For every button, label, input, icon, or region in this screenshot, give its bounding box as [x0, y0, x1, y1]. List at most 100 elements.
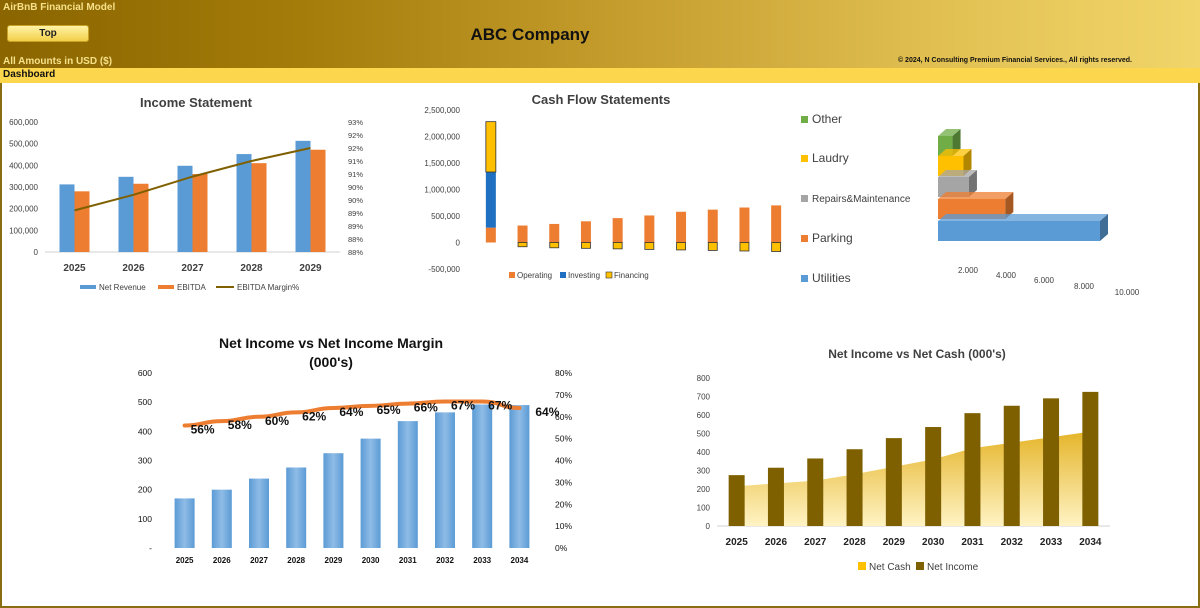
y2-tick-label: 30% — [555, 477, 572, 487]
y2-tick-label: 90% — [348, 183, 363, 192]
bar-ebitda — [74, 191, 90, 252]
x-tick-label: 2031 — [399, 556, 417, 565]
bar-ebitda — [133, 183, 149, 252]
bar-net-income — [846, 449, 863, 526]
chart-subtitle: (000's) — [309, 354, 353, 370]
bar-financing — [485, 121, 497, 173]
y2-tick-label: 20% — [555, 499, 572, 509]
y2-tick-label: 92% — [348, 144, 363, 153]
x-tick-label: 4.000 — [996, 271, 1017, 280]
currency-note: All Amounts in USD ($) — [3, 56, 113, 67]
y-tick-label: -500,000 — [428, 265, 460, 274]
bar-operating — [580, 221, 591, 243]
y-tick-label: 600,000 — [9, 118, 38, 127]
bar-net-income — [807, 458, 824, 526]
bar-net-income — [472, 404, 493, 548]
legend-net-revenue: Net Revenue — [99, 283, 146, 292]
y-tick-label: 500,000 — [9, 140, 38, 149]
margin-data-label: 64% — [535, 405, 559, 419]
y-tick-label: 500,000 — [431, 212, 460, 221]
y-tick-label: 700 — [697, 393, 711, 402]
y-tick-label: 1,000,000 — [424, 186, 460, 195]
bar-3d-top — [938, 192, 1014, 199]
y-tick-label: 1,500,000 — [424, 159, 460, 168]
legend-swatch-investing — [560, 272, 566, 278]
x-tick-label: 2028 — [287, 556, 305, 565]
bar-operating — [707, 209, 718, 243]
y2-tick-label: 10% — [555, 521, 572, 531]
bar-net-income — [728, 475, 745, 526]
line-net-income-margin — [182, 399, 522, 428]
y-tick-label: 300 — [138, 456, 152, 466]
y2-tick-label: 89% — [348, 209, 363, 218]
company-name: ABC Company — [470, 25, 590, 44]
net-income-margin-chart: Net Income vs Net Income Margin (000's) … — [138, 335, 573, 565]
bar-financing — [707, 242, 718, 251]
margin-data-label: 60% — [265, 414, 289, 428]
x-tick-label: 2027 — [250, 556, 268, 565]
x-tick-label: 2029 — [883, 537, 906, 548]
x-tick-label: 2026 — [213, 556, 231, 565]
y-tick-label: 400 — [697, 448, 711, 457]
margin-data-label: 64% — [339, 405, 363, 419]
dashboard-label: Dashboard — [3, 69, 56, 80]
y-tick-label: 300 — [697, 467, 711, 476]
x-tick-label: 2033 — [1040, 537, 1063, 548]
bar-net-revenue — [236, 154, 252, 252]
legend-label: Parking — [812, 231, 853, 245]
bar-3d-top — [938, 170, 977, 177]
legend-swatch-ebitda-margin — [216, 286, 234, 288]
header-banner: AirBnB Financial Model Top ABC Company A… — [0, 0, 1200, 68]
chart-title: Cash Flow Statements — [532, 92, 671, 107]
bar-net-revenue — [177, 165, 193, 252]
y-tick-label: 600 — [697, 411, 711, 420]
y-tick-label: 300,000 — [9, 183, 38, 192]
legend-label: Utilities — [812, 271, 851, 285]
bar-operating — [739, 207, 750, 243]
y2-tick-label: 90% — [348, 196, 363, 205]
legend-net-cash: Net Cash — [869, 562, 911, 573]
y-tick-label: 100 — [697, 504, 711, 513]
bar-financing — [517, 242, 528, 248]
copyright-text: © 2024, N Consulting Premium Financial S… — [897, 57, 1132, 64]
bar-3d-top — [938, 149, 972, 156]
top-button[interactable]: Top — [7, 25, 89, 42]
y2-tick-label: 80% — [555, 368, 572, 378]
y-tick-label: 200,000 — [9, 205, 38, 214]
y2-tick-label: 91% — [348, 157, 363, 166]
y-tick-label: 2,500,000 — [424, 106, 460, 115]
y2-tick-label: 91% — [348, 170, 363, 179]
legend-swatch — [801, 275, 808, 282]
x-tick-label: 2034 — [1079, 537, 1102, 548]
legend-label: Other — [812, 112, 842, 126]
bar-net-income — [925, 427, 942, 526]
bar-3d-side — [968, 170, 977, 197]
legend-swatch-net-cash — [858, 562, 866, 570]
y2-tick-label: 70% — [555, 390, 572, 400]
y-tick-label: 0 — [34, 248, 39, 257]
margin-data-label: 66% — [414, 401, 438, 415]
bar-net-income — [509, 405, 530, 548]
bar-net-revenue — [59, 184, 75, 252]
x-tick-label: 2028 — [843, 537, 866, 548]
legend-swatch — [801, 235, 808, 242]
bar-operating — [676, 211, 687, 243]
bar-ebitda — [192, 174, 208, 252]
bar-operating — [644, 215, 655, 243]
bar-net-income — [174, 498, 195, 548]
y2-tick-label: 89% — [348, 222, 363, 231]
bar-net-income — [323, 453, 344, 548]
x-tick-label: 2032 — [436, 556, 454, 565]
chart-legend: Net Revenue EBITDA EBITDA Margin% — [80, 283, 299, 292]
chart-title: Net Income vs Net Cash (000's) — [828, 347, 1006, 361]
bar-operating — [612, 218, 623, 243]
y2-tick-label: 0% — [555, 543, 568, 553]
bar-operating — [485, 227, 496, 243]
legend-net-income: Net Income — [927, 562, 979, 573]
y2-tick-label: 88% — [348, 235, 363, 244]
x-tick-label: 2025 — [176, 556, 194, 565]
legend-investing: Investing — [568, 271, 600, 280]
y-tick-label: 0 — [456, 239, 461, 248]
x-tick-label: 2032 — [1001, 537, 1024, 548]
